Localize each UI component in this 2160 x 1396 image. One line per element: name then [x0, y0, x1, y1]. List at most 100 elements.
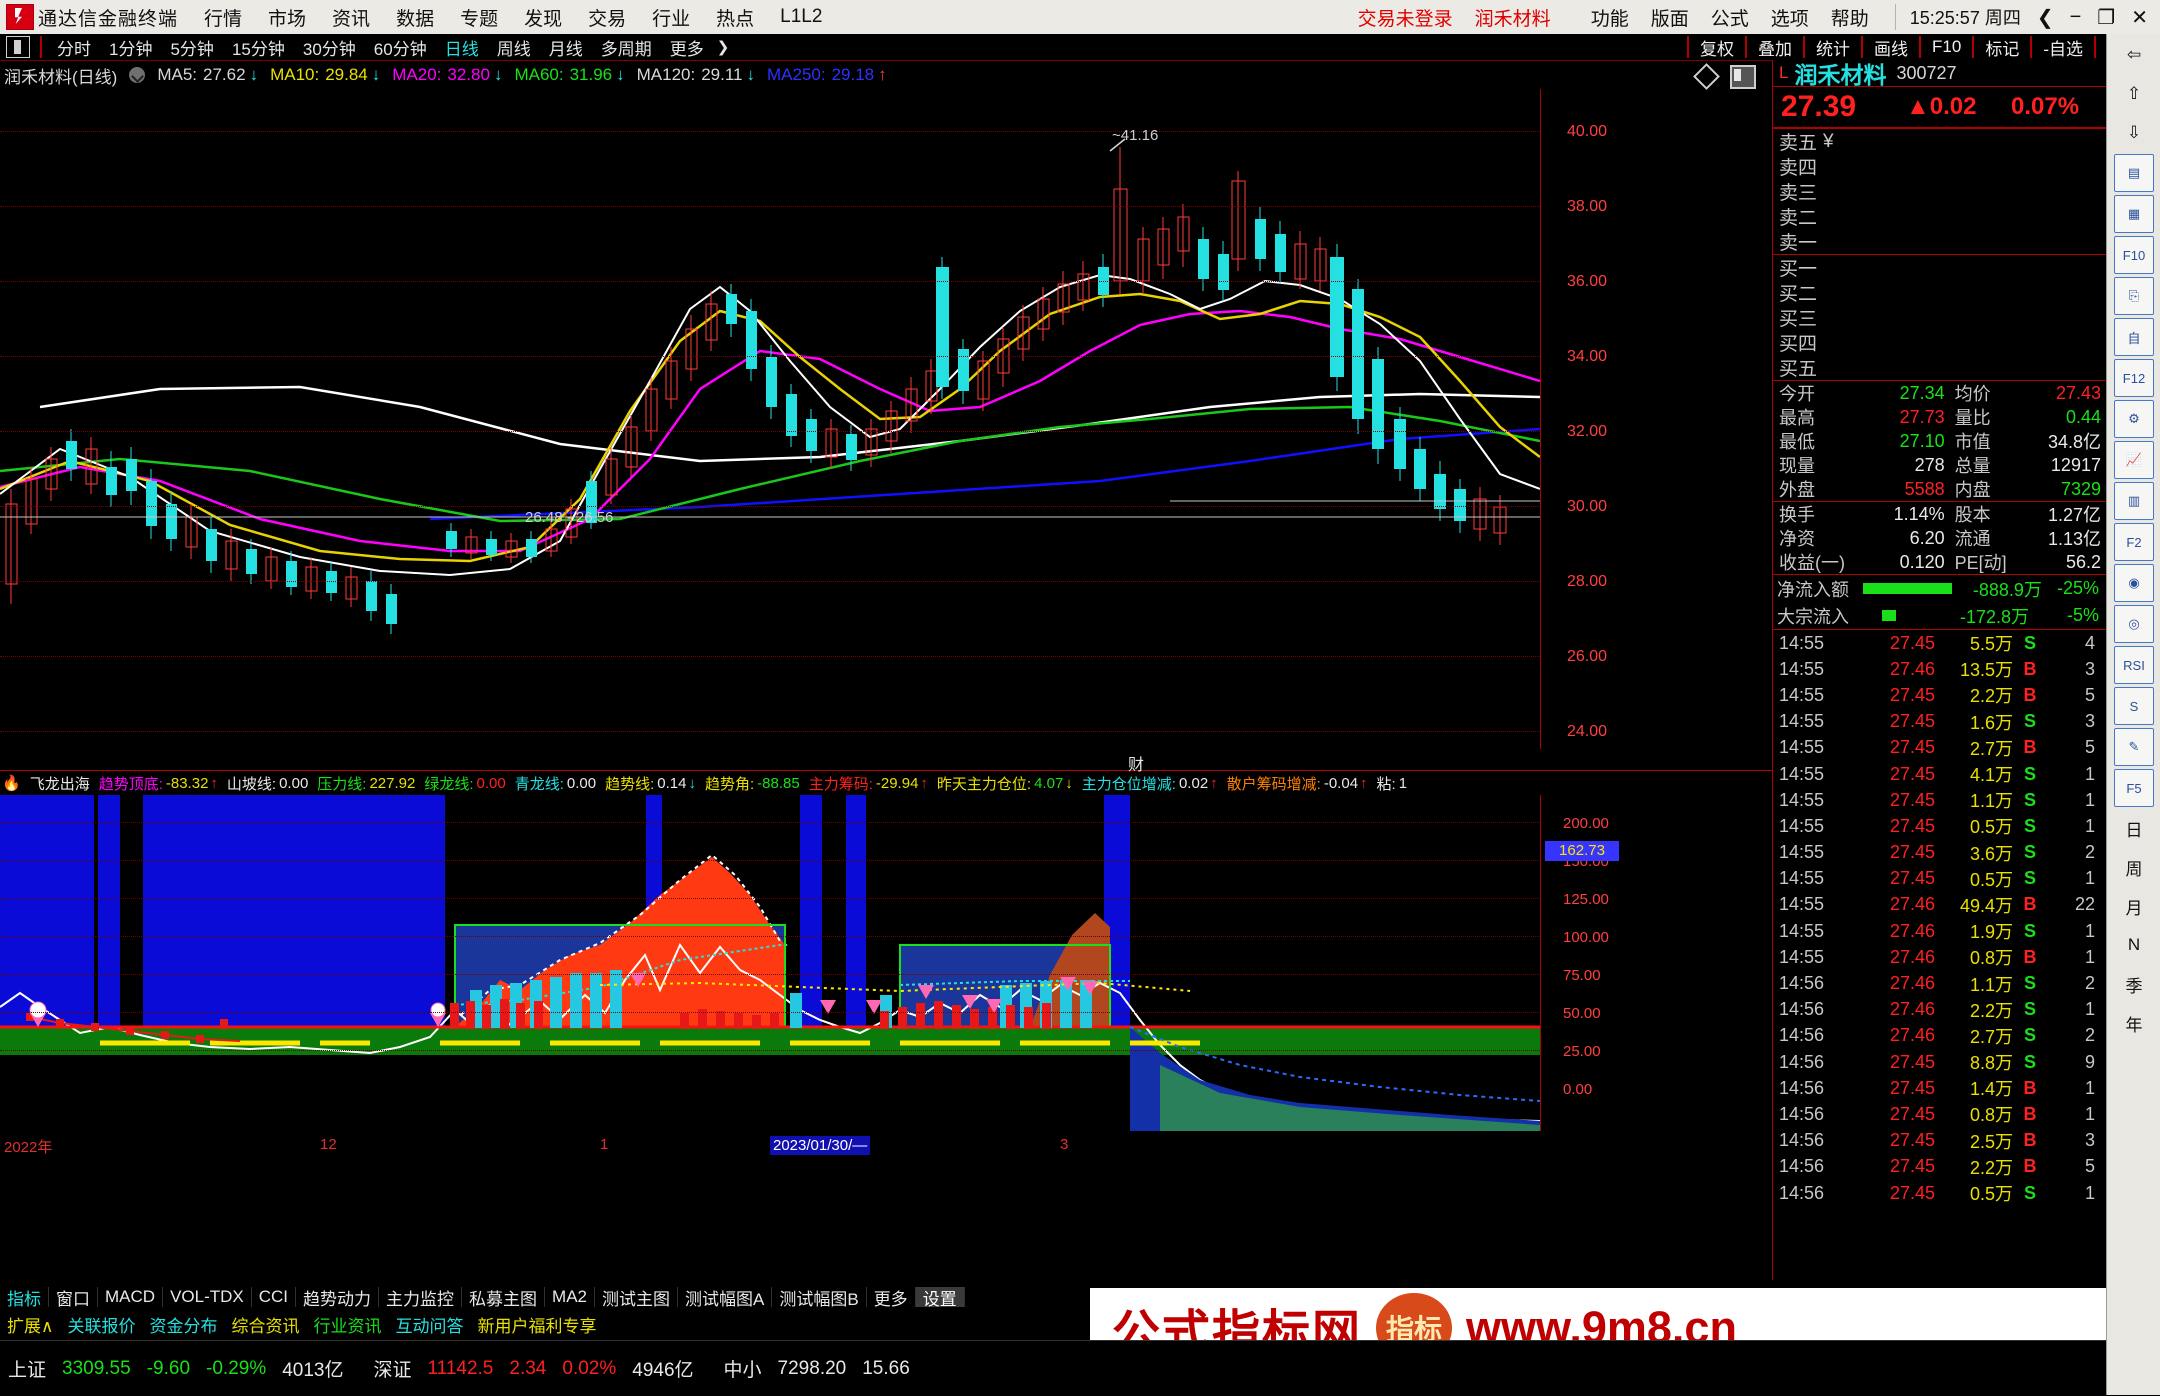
panel-layout-icon[interactable]: [6, 36, 30, 58]
gauge-icon[interactable]: ◎: [2114, 605, 2154, 643]
menu-item-data[interactable]: 数据: [396, 8, 435, 30]
list-icon[interactable]: ▤: [2114, 154, 2154, 192]
tab-main-monitor[interactable]: 主力监控: [379, 1287, 463, 1309]
tool-f10[interactable]: F10: [1919, 36, 1972, 58]
tick-table[interactable]: 14:55 27.45 5.5万 S 4 14:55 27.46 13.5万 B 3 14:55…: [1773, 630, 2107, 1206]
tab-vol-tdx[interactable]: VOL-TDX: [163, 1287, 252, 1307]
period-monthly[interactable]: 月线: [548, 39, 583, 59]
tab-industry-news[interactable]: 行业资讯: [313, 1316, 382, 1336]
menu-item-news[interactable]: 资讯: [332, 8, 371, 30]
tab-macd[interactable]: MACD: [98, 1287, 164, 1307]
menu-item-industry[interactable]: 行业: [652, 8, 691, 30]
index-name-sz[interactable]: 深证: [373, 1360, 412, 1381]
grid-icon[interactable]: ▦: [2114, 195, 2154, 233]
tab-private-main[interactable]: 私募主图: [462, 1287, 546, 1309]
indicator-name[interactable]: 飞龙出海: [29, 775, 90, 793]
tab-extend[interactable]: 扩展∧: [7, 1316, 54, 1336]
tree-icon[interactable]: ⎘: [2114, 277, 2154, 315]
menu-item-market[interactable]: 市场: [268, 8, 307, 30]
index-name-sh[interactable]: 上证: [8, 1360, 47, 1381]
menu-item-hotspot[interactable]: 热点: [716, 8, 755, 30]
tab-indicator[interactable]: 指标: [0, 1287, 49, 1309]
self-icon[interactable]: 自: [2114, 318, 2154, 356]
login-status[interactable]: 交易未登录: [1357, 8, 1453, 30]
menu-item-topics[interactable]: 专题: [460, 8, 499, 30]
indicator-plot-area[interactable]: [0, 795, 1540, 1131]
minimize-icon[interactable]: −: [2069, 5, 2082, 28]
tab-ma2[interactable]: MA2: [545, 1287, 595, 1307]
tab-test-sub-b[interactable]: 测试幅图B: [772, 1287, 867, 1309]
month-icon[interactable]: 月: [2125, 898, 2143, 918]
main-kline-chart[interactable]: 润禾材料(日线) MA5: 27.62 ↓ MA10: 29.84 ↓ MA20…: [0, 60, 1772, 771]
tick-count: 1: [2084, 999, 2095, 1020]
diamond-icon[interactable]: [1693, 63, 1720, 90]
period-multi[interactable]: 多周期: [600, 39, 652, 59]
current-stock-label[interactable]: 润禾材料: [1474, 8, 1551, 30]
menu-item-discover[interactable]: 发现: [524, 8, 563, 30]
back-chevron-icon[interactable]: ❮: [2036, 6, 2054, 29]
tab-test-sub-a[interactable]: 测试幅图A: [678, 1287, 773, 1309]
menu-item-help[interactable]: 帮助: [1830, 8, 1869, 30]
period-5min[interactable]: 5分钟: [170, 39, 214, 59]
chevron-right-icon[interactable]: ❯: [716, 39, 730, 56]
globe-icon[interactable]: ◉: [2114, 564, 2154, 602]
pen-icon[interactable]: ✎: [2114, 728, 2154, 766]
f10-icon[interactable]: F10: [2114, 236, 2154, 274]
menu-item-l1l2[interactable]: L1L2: [780, 6, 823, 27]
dropdown-circle-icon[interactable]: [129, 67, 146, 83]
tool-watchlist[interactable]: -自选: [2030, 36, 2094, 59]
menu-item-quotes[interactable]: 行情: [204, 8, 243, 30]
kline-plot-area[interactable]: ~41.16 26.48 - 26.56: [0, 89, 1540, 749]
period-more[interactable]: 更多: [669, 39, 704, 59]
f5-icon[interactable]: F5: [2114, 769, 2154, 807]
maximize-icon[interactable]: ❐: [2097, 6, 2116, 29]
tool-adjust[interactable]: 复权: [1687, 36, 1745, 59]
back-arrow-icon[interactable]: ⇦: [2126, 45, 2142, 64]
period-daily[interactable]: 日线: [444, 39, 479, 59]
s-icon[interactable]: S: [2114, 687, 2154, 725]
tab-interactive-qa[interactable]: 互动问答: [395, 1316, 464, 1336]
up-arrow-icon[interactable]: ⇧: [2126, 84, 2142, 103]
tab-related-quotes[interactable]: 关联报价: [67, 1316, 136, 1336]
menu-item-function[interactable]: 功能: [1590, 8, 1629, 30]
menu-item-trade[interactable]: 交易: [588, 8, 627, 30]
tab-test-main[interactable]: 测试主图: [595, 1287, 678, 1309]
tab-window[interactable]: 窗口: [49, 1287, 98, 1309]
week-icon[interactable]: 周: [2125, 859, 2143, 879]
quarter-icon[interactable]: 季: [2125, 976, 2143, 996]
close-icon[interactable]: ✕: [2131, 6, 2148, 29]
period-15min[interactable]: 15分钟: [231, 39, 285, 59]
tool-drawline[interactable]: 画线: [1861, 36, 1919, 59]
period-1min[interactable]: 1分钟: [109, 39, 153, 59]
tool-mark[interactable]: 标记: [1972, 36, 2030, 59]
menu-item-layout[interactable]: 版面: [1650, 8, 1689, 30]
tab-cci[interactable]: CCI: [252, 1287, 297, 1307]
f12-icon[interactable]: F12: [2114, 359, 2154, 397]
tool-overlay[interactable]: 叠加: [1745, 36, 1803, 59]
tab-comprehensive-news[interactable]: 综合资讯: [231, 1316, 300, 1336]
split-panel-icon[interactable]: [1730, 65, 1756, 89]
period-intraday[interactable]: 分时: [57, 39, 91, 59]
rsi-icon[interactable]: RSI: [2114, 646, 2154, 684]
tab-settings[interactable]: 设置: [915, 1287, 965, 1309]
tab-fund-distribution[interactable]: 资金分布: [149, 1316, 218, 1336]
n-icon[interactable]: N: [2127, 935, 2141, 954]
menu-item-formula[interactable]: 公式: [1710, 8, 1749, 30]
index-name-sme[interactable]: 中小: [723, 1360, 762, 1381]
year-icon[interactable]: 年: [2125, 1015, 2143, 1035]
menu-item-options[interactable]: 选项: [1770, 8, 1809, 30]
period-weekly[interactable]: 周线: [496, 39, 531, 59]
period-60min[interactable]: 60分钟: [373, 39, 427, 59]
down-arrow-icon[interactable]: ⇩: [2126, 123, 2142, 142]
f2-icon[interactable]: F2: [2114, 523, 2154, 561]
day-icon[interactable]: 日: [2125, 820, 2143, 840]
tool-statistics[interactable]: 统计: [1803, 36, 1861, 59]
indicator-panel[interactable]: 🔥 飞龙出海 趋势顶底: -83.32 ↑ 山坡线: 0.00 压力线: 227…: [0, 757, 1772, 1161]
chart-icon[interactable]: 📈: [2114, 441, 2154, 479]
tab-more[interactable]: 更多: [867, 1287, 916, 1309]
tab-new-user-benefits[interactable]: 新用户福利专享: [477, 1316, 597, 1336]
tab-trend-power[interactable]: 趋势动力: [296, 1287, 380, 1309]
period-30min[interactable]: 30分钟: [302, 39, 356, 59]
settings-icon[interactable]: ⚙: [2114, 400, 2154, 438]
bar-icon[interactable]: ▥: [2114, 482, 2154, 520]
